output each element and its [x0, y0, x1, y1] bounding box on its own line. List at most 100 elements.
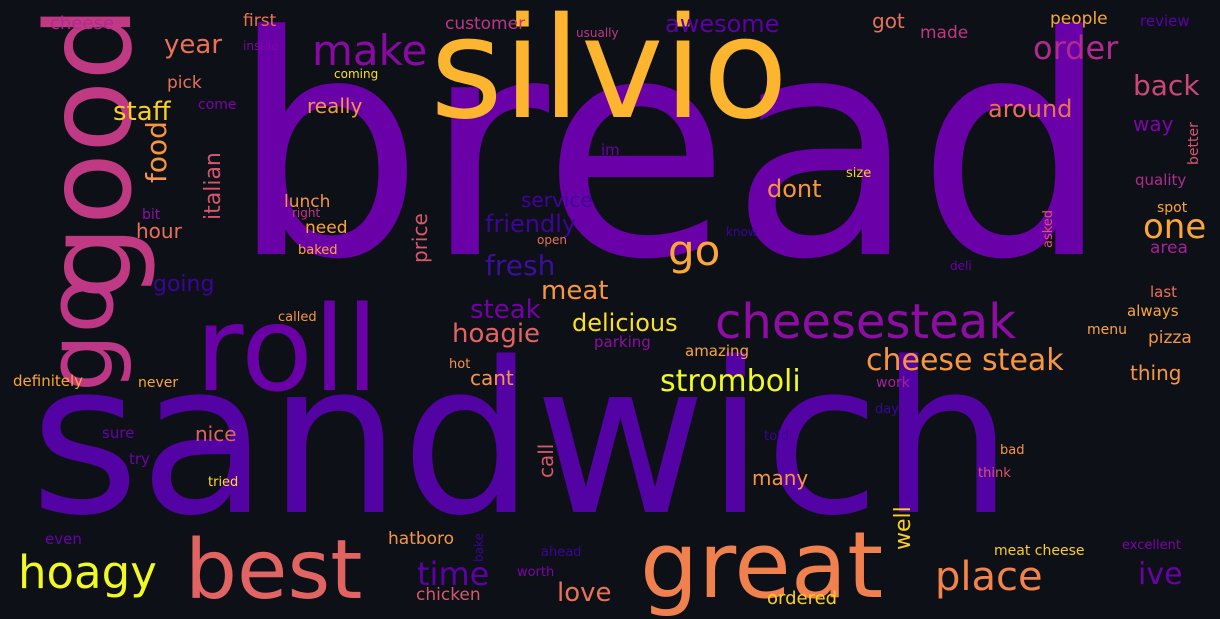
- word-chicken: chicken: [416, 585, 481, 605]
- word-nice: nice: [195, 422, 237, 446]
- word-steak: steak: [470, 295, 541, 325]
- word-asked: asked: [1041, 209, 1056, 248]
- word-never: never: [138, 375, 179, 391]
- word-try: try: [129, 450, 150, 468]
- word-first: first: [243, 11, 277, 31]
- word-call: call: [534, 443, 558, 478]
- word-service: service: [521, 188, 593, 212]
- word-made: made: [920, 23, 969, 43]
- word-great: great: [640, 512, 884, 619]
- word-deli: deli: [950, 259, 972, 273]
- word-delicious: delicious: [572, 309, 678, 337]
- word-sure: sure: [102, 424, 135, 442]
- word-excellent: excellent: [1122, 538, 1181, 553]
- word-better: better: [1186, 122, 1202, 165]
- word-hatboro: hatboro: [388, 529, 455, 549]
- word-size: size: [846, 166, 872, 181]
- word-really: really: [307, 94, 363, 118]
- word-friendly: friendly: [485, 210, 577, 238]
- word-order: order: [1033, 29, 1119, 67]
- word-silvio: silvio: [430, 0, 789, 151]
- word-awesome: awesome: [665, 10, 780, 38]
- word-last: last: [1150, 283, 1178, 301]
- word-usually: usually: [576, 26, 619, 40]
- word-roll: roll: [195, 280, 379, 418]
- word-amazing: amazing: [685, 342, 750, 360]
- word-fresh: fresh: [485, 249, 556, 282]
- word-ive: ive: [1138, 557, 1183, 592]
- word-make: make: [312, 26, 428, 75]
- word-cheesesteak: cheesesteak: [715, 294, 1016, 350]
- word-told: told: [764, 429, 789, 444]
- word-people: people: [1050, 9, 1108, 29]
- word-around: around: [988, 95, 1073, 123]
- word-food: food: [140, 121, 173, 183]
- word-many: many: [752, 466, 809, 490]
- word-one: one: [1143, 207, 1207, 247]
- word-hot: hot: [449, 357, 471, 372]
- word-customer: customer: [445, 14, 526, 34]
- word-day: day: [875, 402, 899, 417]
- word-lunch: lunch: [284, 192, 331, 212]
- word-always: always: [1127, 302, 1179, 320]
- word-thing: thing: [1130, 361, 1182, 385]
- word-bread: bread: [230, 0, 1111, 326]
- word-called: called: [278, 310, 317, 325]
- word-even: even: [45, 530, 82, 548]
- word-hoagy: hoagy: [18, 546, 157, 599]
- word-right: right: [292, 206, 321, 220]
- word-ahead: ahead: [541, 545, 582, 560]
- word-bit: bit: [142, 207, 161, 223]
- word-going: going: [153, 272, 215, 297]
- word-love: love: [557, 578, 612, 608]
- word-pizza: pizza: [1148, 328, 1192, 348]
- word-price: price: [408, 213, 432, 263]
- word-want: want: [1057, 177, 1071, 207]
- word-cant: cant: [470, 366, 514, 390]
- word-inside: inside: [243, 39, 279, 53]
- word-stromboli: stromboli: [660, 364, 801, 399]
- word-menu: menu: [1087, 322, 1127, 338]
- word-area: area: [1150, 238, 1188, 258]
- word-spot: spot: [1157, 200, 1188, 216]
- word-ordered: ordered: [767, 588, 838, 609]
- word-definitely: definitely: [13, 372, 84, 390]
- word-work: work: [876, 375, 910, 391]
- word-meat: meat: [541, 276, 609, 306]
- word-meat-cheese: meat cheese: [994, 543, 1085, 559]
- word-come: come: [198, 97, 237, 113]
- word-know: know: [726, 225, 758, 239]
- word-hour: hour: [136, 219, 182, 243]
- word-review: review: [1140, 12, 1190, 30]
- word-parking: parking: [594, 333, 651, 351]
- word-staff: staff: [113, 97, 171, 127]
- word-go: go: [668, 226, 721, 275]
- word-place: place: [935, 554, 1043, 600]
- word-best: best: [185, 523, 363, 618]
- word-need: need: [305, 218, 348, 238]
- word-open: open: [537, 233, 567, 247]
- word-back: back: [1133, 69, 1200, 102]
- word-got: got: [872, 9, 905, 33]
- word-hoagie: hoagie: [452, 319, 541, 349]
- word-worth: worth: [517, 565, 555, 580]
- word-think: think: [978, 466, 1011, 481]
- word-bake: bake: [472, 533, 486, 562]
- word-cheese-steak: cheese steak: [866, 343, 1064, 378]
- word-pick: pick: [167, 73, 202, 93]
- word-im: im: [601, 141, 620, 159]
- word-bad: bad: [1000, 443, 1025, 458]
- word-italian: italian: [201, 152, 226, 220]
- word-baked: baked: [298, 243, 338, 258]
- word-coming: coming: [334, 67, 379, 81]
- word-cheese: cheese: [50, 13, 114, 34]
- word-good: good: [20, 5, 158, 300]
- word-way: way: [1133, 112, 1174, 136]
- word-time: time: [417, 555, 490, 593]
- word-quality: quality: [1135, 171, 1187, 189]
- word-tried: tried: [208, 475, 239, 490]
- word-dont: dont: [767, 175, 822, 203]
- word-sandwich: sandwich: [30, 317, 1014, 562]
- word-well: well: [891, 506, 916, 550]
